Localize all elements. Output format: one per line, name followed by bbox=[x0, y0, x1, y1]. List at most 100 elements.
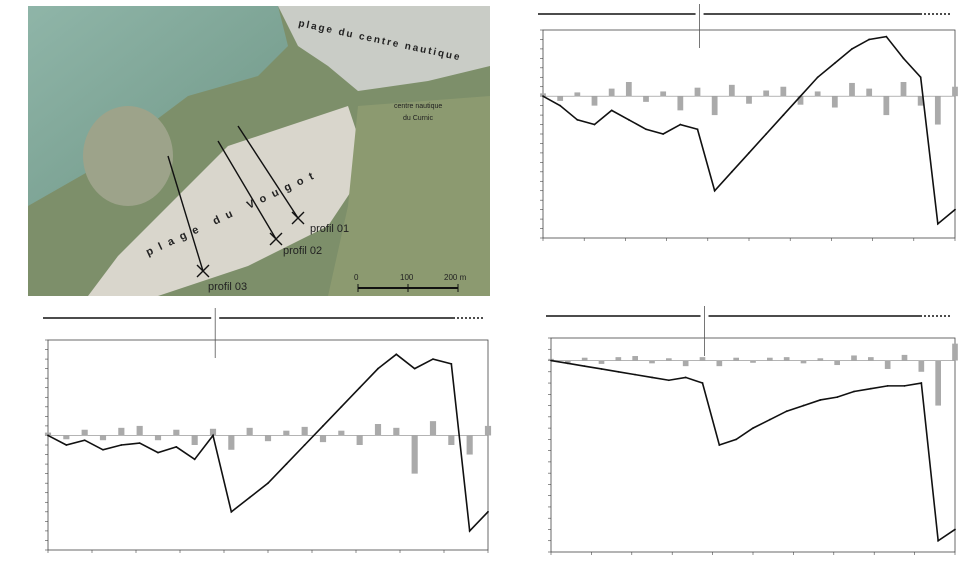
series-point bbox=[919, 76, 922, 79]
centre-label-1: centre nautique bbox=[394, 103, 442, 110]
bar bbox=[484, 425, 492, 436]
bar bbox=[615, 357, 622, 361]
series-point bbox=[340, 405, 343, 408]
bar bbox=[374, 424, 382, 436]
scale-0: 0 bbox=[354, 273, 359, 282]
series-point bbox=[248, 496, 251, 499]
series-point bbox=[903, 384, 906, 387]
bar bbox=[632, 356, 638, 361]
profile-02-line bbox=[217, 140, 277, 240]
bar bbox=[283, 430, 290, 436]
bar bbox=[246, 427, 253, 436]
bar bbox=[99, 435, 107, 441]
series-point bbox=[593, 123, 596, 126]
bar bbox=[301, 426, 308, 436]
series-point bbox=[566, 362, 569, 365]
series-point bbox=[819, 399, 822, 401]
series-line bbox=[550, 359, 956, 543]
rocky-outcrop bbox=[83, 106, 173, 206]
profile-02-cross bbox=[269, 232, 283, 246]
series-point bbox=[701, 382, 704, 384]
bar bbox=[136, 425, 143, 436]
series-point bbox=[120, 444, 123, 446]
series-point bbox=[782, 114, 785, 116]
series-point bbox=[954, 528, 956, 531]
series-point bbox=[175, 446, 178, 448]
profile-01-line bbox=[237, 125, 299, 219]
series-point bbox=[768, 418, 771, 421]
chart-profil-02 bbox=[43, 308, 492, 553]
bar bbox=[557, 96, 564, 101]
chart-profil-03 bbox=[546, 306, 958, 555]
bar bbox=[834, 360, 840, 366]
series-point bbox=[954, 208, 956, 211]
bar bbox=[581, 357, 588, 361]
series-point bbox=[377, 367, 379, 370]
series-point bbox=[83, 439, 86, 442]
series-point bbox=[285, 463, 288, 465]
bar bbox=[851, 355, 857, 361]
bar bbox=[814, 91, 821, 97]
series-line bbox=[47, 353, 489, 533]
bar bbox=[191, 435, 198, 445]
bar bbox=[591, 96, 598, 106]
bar bbox=[625, 82, 632, 97]
centre-label-2: du Curnic bbox=[403, 115, 433, 122]
bar bbox=[866, 88, 873, 97]
series-point bbox=[138, 442, 141, 444]
series-point bbox=[576, 118, 579, 121]
series-point bbox=[610, 109, 613, 112]
series-point bbox=[684, 376, 687, 379]
scale-bar: 0 100 200 m bbox=[354, 273, 467, 292]
bar bbox=[797, 96, 804, 105]
profile-01-label: profil 01 bbox=[310, 223, 349, 235]
bar bbox=[780, 86, 787, 97]
bar bbox=[118, 427, 125, 436]
bar bbox=[917, 96, 924, 106]
bar bbox=[264, 435, 272, 442]
series-point bbox=[617, 370, 620, 373]
series-point bbox=[868, 38, 871, 41]
series-point bbox=[667, 379, 670, 382]
series-point bbox=[853, 390, 855, 393]
series-point bbox=[851, 48, 853, 50]
series-point bbox=[230, 510, 233, 513]
bar bbox=[952, 86, 958, 97]
series-point bbox=[600, 368, 603, 370]
bar bbox=[356, 435, 363, 445]
bar bbox=[952, 343, 958, 361]
profile-02-label: profil 02 bbox=[283, 245, 322, 257]
plot-frame bbox=[47, 339, 489, 551]
bar bbox=[338, 430, 345, 436]
series-point bbox=[836, 396, 839, 399]
series-point bbox=[748, 152, 750, 154]
bar bbox=[666, 358, 672, 361]
bar bbox=[173, 429, 180, 436]
series-point bbox=[542, 95, 544, 98]
bar bbox=[209, 428, 217, 436]
bar bbox=[716, 360, 723, 367]
bar bbox=[565, 360, 571, 363]
bar bbox=[660, 91, 667, 97]
series-point bbox=[765, 133, 768, 135]
bar bbox=[800, 360, 807, 364]
bar bbox=[733, 357, 739, 361]
series-point bbox=[696, 128, 699, 131]
series-point bbox=[157, 451, 159, 454]
bar bbox=[694, 87, 701, 97]
series-point bbox=[816, 76, 819, 79]
chart-profil-01 bbox=[538, 4, 958, 241]
bar bbox=[884, 360, 891, 369]
bar bbox=[817, 358, 824, 361]
bar bbox=[429, 421, 437, 436]
series-point bbox=[450, 362, 453, 365]
bar bbox=[767, 357, 773, 361]
series-point bbox=[193, 458, 196, 461]
bar bbox=[750, 360, 756, 363]
series-point bbox=[583, 365, 586, 368]
series-point bbox=[47, 434, 49, 437]
bar bbox=[699, 357, 706, 361]
bar bbox=[466, 435, 473, 455]
bar bbox=[393, 427, 400, 436]
bar bbox=[763, 90, 770, 97]
